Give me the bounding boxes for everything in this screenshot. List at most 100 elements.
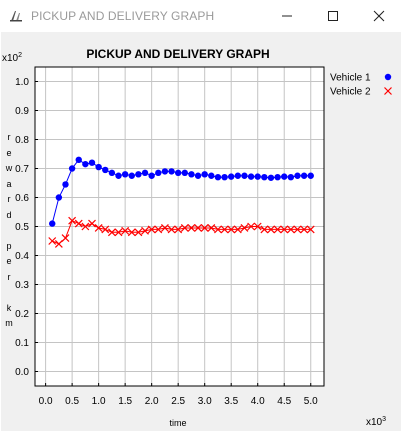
series-2-point-37 <box>293 225 302 234</box>
x-tick-label-2: 1.0 <box>92 396 106 407</box>
series-1-point-10 <box>115 172 122 179</box>
y-axis-label-char-8: e <box>6 256 12 266</box>
legend-label-2: Vehicle 2 <box>330 87 371 98</box>
series-1-point-33 <box>267 174 275 181</box>
y-tick-label-10: 1.0 <box>15 77 29 88</box>
series-1-point-28 <box>234 172 242 179</box>
x-tick-label-5: 2.5 <box>171 396 185 407</box>
maximize-icon <box>328 11 338 21</box>
series-2-point-26 <box>220 225 229 234</box>
series-2-point-28 <box>233 225 242 234</box>
series-1-point-20 <box>181 169 189 177</box>
app-icon <box>9 9 23 23</box>
axes <box>34 66 325 387</box>
y-multiplier-exponent: 2 <box>18 52 22 59</box>
series-1-point-32 <box>261 174 268 181</box>
y-tick-label-2: 0.2 <box>15 309 29 320</box>
x-multiplier-base: x10 <box>366 417 383 428</box>
chart-panel: x102 PICKUP AND DELIVERY GRAPH 0.0 0.5 1.0… <box>1 32 401 431</box>
y-tick-label-8: 0.8 <box>15 135 29 146</box>
series-2-point-14 <box>141 226 149 235</box>
series-1-point-37 <box>294 172 301 179</box>
series-2-point-6 <box>88 219 96 228</box>
series-1-point-0 <box>49 220 56 227</box>
series-2-point-35 <box>280 225 289 234</box>
y-tick-label-0: 0.0 <box>15 367 29 378</box>
close-button[interactable] <box>356 0 402 32</box>
series-1-point-1 <box>55 194 63 201</box>
series-2-point-8 <box>101 225 110 234</box>
series-2-point-17 <box>160 224 169 232</box>
x-tick-label-6: 3.0 <box>198 396 212 407</box>
y-axis-label-char-2: w <box>5 163 13 173</box>
series-1-point-12 <box>128 172 135 179</box>
x-axis-label: time <box>169 418 186 428</box>
series-2-point-38 <box>300 225 309 234</box>
y-tick-label-7: 0.7 <box>15 164 29 175</box>
series-2-point-0 <box>48 237 57 245</box>
series-1-point-15 <box>148 172 155 179</box>
series-1-point-5 <box>82 160 89 168</box>
y-axis-label-char-5: d <box>6 209 12 220</box>
y-tick-label-6: 0.6 <box>15 193 29 204</box>
series-1-point-29 <box>241 172 248 179</box>
series-2-point-29 <box>240 224 249 232</box>
y-axis-label-char-9: r <box>7 271 11 282</box>
series-1 <box>49 156 314 227</box>
y-multiplier-base: x10 <box>2 53 19 64</box>
legend: Vehicle 1 Vehicle 2 <box>330 73 392 98</box>
y-tick-label-1: 0.1 <box>15 338 29 349</box>
series-2-point-5 <box>81 222 90 231</box>
minimize-icon <box>282 15 292 17</box>
minimize-button[interactable] <box>264 0 310 32</box>
maximize-button[interactable] <box>310 0 356 32</box>
y-tick-label-3: 0.3 <box>15 280 29 291</box>
series-1-point-25 <box>214 174 222 181</box>
series-2-point-7 <box>94 224 103 232</box>
y-tick-label-9: 0.9 <box>15 106 29 117</box>
x-multiplier-exponent: 3 <box>382 416 386 423</box>
series-2-point-30 <box>247 222 256 231</box>
series-1-line <box>51 159 311 224</box>
series-1-point-2 <box>62 181 69 188</box>
legend-marker-1 <box>384 73 392 81</box>
x-tick-label-7: 3.5 <box>224 396 238 407</box>
series-1-point-24 <box>208 172 215 179</box>
series-1-point-23 <box>201 171 208 178</box>
series-2-point-25 <box>214 225 222 234</box>
series-1-point-35 <box>281 173 288 180</box>
x-tick-label-9: 4.5 <box>277 396 291 407</box>
series-1-point-30 <box>247 173 255 180</box>
tick-labels: 0.0 0.5 1.0 1.5 2.0 2.5 3.0 3.5 4.0 4.5 5.0 0.0 0.1 0… <box>15 77 318 407</box>
y-axis-label-char-0: r <box>7 132 11 142</box>
series-2-point-12 <box>127 228 136 237</box>
series-group <box>48 156 315 248</box>
x-tick-label-1: 0.5 <box>65 396 79 407</box>
x-tick-label-0: 0.0 <box>39 396 53 407</box>
series-1-point-22 <box>194 172 202 179</box>
series-2-point-16 <box>154 225 163 234</box>
series-2-point-23 <box>200 224 209 232</box>
series-1-point-26 <box>221 174 228 181</box>
series-1-point-13 <box>135 171 142 178</box>
series-2-point-33 <box>267 225 275 234</box>
series-1-point-11 <box>121 171 129 178</box>
series-2-line <box>52 220 311 245</box>
series-1-point-38 <box>300 172 308 179</box>
legend-label-1: Vehicle 1 <box>330 73 371 84</box>
series-1-point-7 <box>95 163 102 171</box>
series-2-point-39 <box>306 225 315 234</box>
series-2-point-31 <box>253 222 262 231</box>
series-2-point-15 <box>147 225 156 234</box>
series-1-point-34 <box>274 174 281 181</box>
x-tick-label-8: 4.0 <box>251 396 265 407</box>
y-tick-label-5: 0.5 <box>15 222 29 233</box>
series-1-point-21 <box>188 171 195 178</box>
y-axis-label-char-7: p <box>6 240 12 251</box>
x-tick-label-4: 2.0 <box>145 396 159 407</box>
x-tick-label-3: 1.5 <box>118 396 132 407</box>
x-multiplier-label: x103 <box>366 416 386 428</box>
series-1-point-27 <box>228 173 235 180</box>
y-axis-label-char-12: m <box>5 318 13 328</box>
series-2-point-1 <box>54 239 63 248</box>
